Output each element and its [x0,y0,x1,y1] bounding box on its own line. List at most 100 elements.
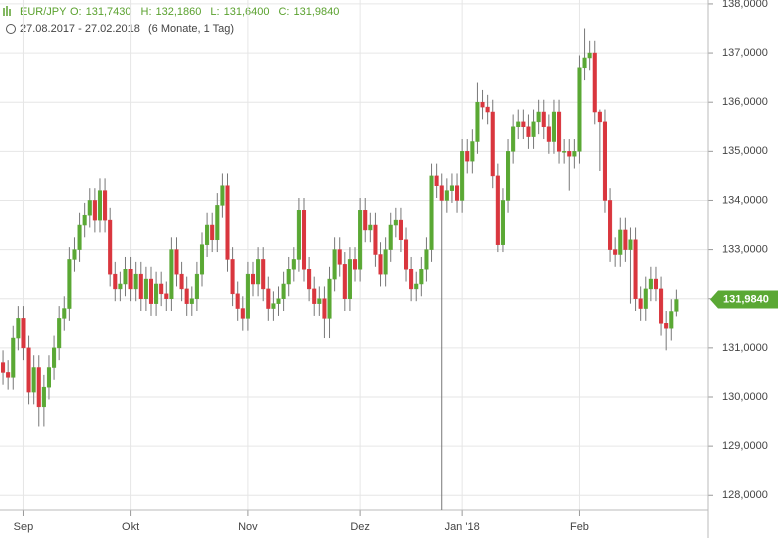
candle-body [143,278,148,299]
candle-body [623,229,628,250]
candle-body [301,210,307,270]
y-tick-label: 134,0000 [722,194,768,206]
x-tick-label: Nov [238,521,258,533]
candle-body [6,372,11,378]
plot-area [0,0,708,510]
candle-body [455,185,460,201]
candle-body [597,111,602,123]
candle-body [240,308,245,319]
range: 27.08.2017 - 27.02.2018 [20,23,140,35]
candle-body [444,190,449,201]
candle-body [638,298,643,309]
candle-body [352,259,358,270]
header: EUR/JPY O: 131,7430 H: 132,1860 L: 131,6400 C:… [6,6,339,35]
candle-body [103,190,108,221]
candle-body [235,293,240,309]
candle-body [291,259,296,270]
x-tick-label: Jan '18 [445,521,480,533]
chart-icon [3,6,11,16]
candle-body [307,268,312,290]
candle-body [164,293,169,299]
candle-body [490,111,495,177]
candle-body [500,200,505,245]
candle-body [567,151,572,157]
candle-body [475,101,480,142]
candle-body [276,298,281,304]
candle-body [342,264,347,299]
candle-body [26,347,31,393]
candle-body [148,278,154,304]
y-tick-label: 133,0000 [722,244,768,256]
candle-body [531,121,536,137]
candle-body [72,249,77,260]
candle-body [245,273,250,319]
ohlc-key: C: [278,6,289,18]
candle-body [378,254,383,275]
candle-body [592,52,597,113]
candle-body [414,283,419,290]
candle-body [97,190,103,221]
candle-body [403,239,409,270]
candle-body [587,52,592,59]
candle-body [271,303,276,309]
candle-body [189,298,194,304]
candle-body [526,126,531,137]
candle-body [210,224,215,241]
candle-body [184,288,189,304]
candle-body [281,283,286,299]
candle-body [424,249,429,270]
ohlc-value: 131,9840 [293,6,339,18]
candle-body [368,224,373,231]
candle-body [608,200,613,250]
candle-body [398,219,403,241]
clock-icon [6,24,16,34]
candle-body [225,185,230,260]
candle-body [546,126,551,142]
candle-body [541,111,546,128]
candle-body [1,362,6,373]
candle-body [363,210,368,231]
ohlc-key: H: [141,6,152,18]
candle-body [118,283,123,290]
candle-body [572,151,577,157]
candle-body [633,239,638,299]
candle-body [511,126,516,152]
candle-body [664,323,669,329]
candle-body [388,224,393,250]
last-price-tag [710,290,778,309]
candle-body [643,288,648,309]
candle-body [347,259,352,299]
y-tick-label: 129,0000 [722,440,768,452]
candle-body [154,283,159,304]
candle-body [393,219,398,226]
candle-body [674,299,679,312]
candle-body [582,57,587,69]
x-tick-label: Okt [122,521,139,533]
candle-body [174,249,179,275]
candle-body [62,308,67,319]
candle-body [434,175,439,186]
candle-body [230,259,235,295]
candle-body [577,67,582,152]
period: (6 Monate, 1 Tag) [148,23,234,35]
candle-body [194,273,199,299]
candle-body [373,224,378,255]
last-price-label: 131,9840 [723,293,769,305]
candle-body [36,367,41,408]
ohlc-value: 131,7430 [86,6,132,18]
candle-body [536,111,541,123]
candle-body [332,249,337,280]
candle-body [470,141,475,162]
ohlc-key: L: [210,6,219,18]
candle-body [123,268,128,285]
candle-body [199,244,205,275]
x-tick-label: Dez [350,521,370,533]
candle-body [337,249,342,265]
symbol: EUR/JPY [20,6,67,18]
candle-body [419,268,424,285]
candle-body [312,288,317,304]
candle-body [250,273,256,285]
y-tick-label: 135,0000 [722,145,768,157]
candle-body [296,210,301,260]
